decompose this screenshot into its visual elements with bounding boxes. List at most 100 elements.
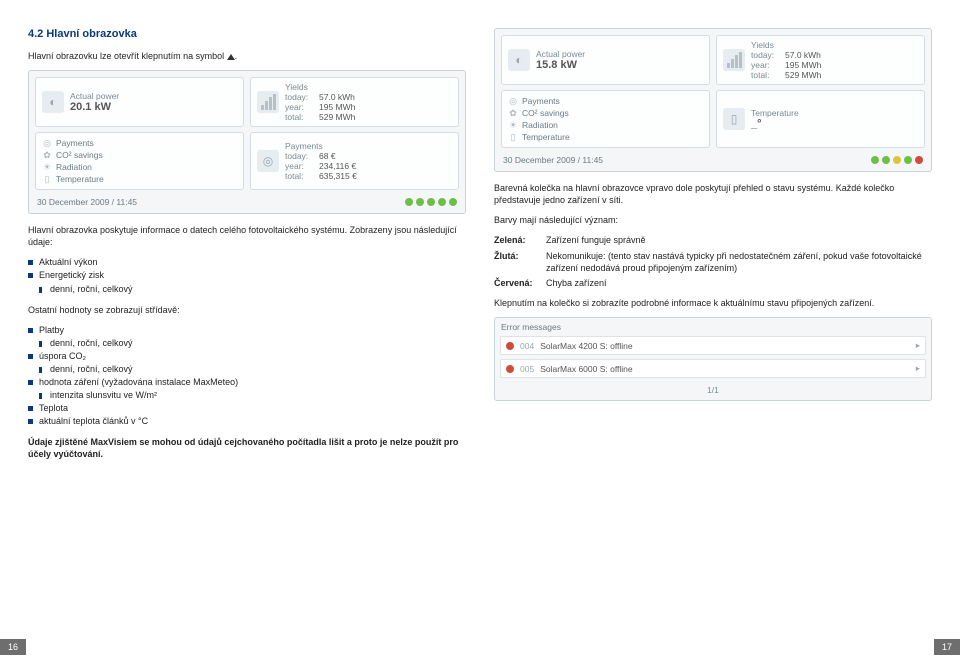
thermo-icon: ▯ bbox=[42, 174, 52, 184]
gauge-icon: ◐ bbox=[508, 49, 530, 71]
b3s: denní, roční, celkový bbox=[39, 337, 466, 350]
chevron-right-icon: ▸ bbox=[916, 340, 920, 351]
yields-today-k: today: bbox=[285, 92, 315, 102]
pay-total-k: total: bbox=[285, 171, 315, 181]
led-b5[interactable] bbox=[915, 156, 923, 164]
menu-temperature[interactable]: ▯Temperature bbox=[42, 173, 237, 185]
led-a1[interactable] bbox=[405, 198, 413, 206]
thermo-icon: ▯ bbox=[508, 132, 518, 142]
page-number-left: 16 bbox=[0, 639, 26, 655]
actual-power-value: 20.1 kW bbox=[70, 101, 119, 113]
b5: hodnota záření (vyžadována instalace Max… bbox=[28, 376, 466, 402]
pay-today-k: today: bbox=[285, 151, 315, 161]
home-icon bbox=[227, 54, 235, 60]
bold-note: Údaje zjištěné MaxVisiem se mohou od úda… bbox=[28, 436, 466, 460]
meaning-intro: Barvy mají následující význam: bbox=[494, 214, 932, 226]
err-led-2 bbox=[506, 365, 514, 373]
temperature-card: ▯ Temperature _° bbox=[716, 90, 925, 148]
menu-radiation[interactable]: ☀Radiation bbox=[42, 161, 237, 173]
led-b1[interactable] bbox=[871, 156, 879, 164]
yields-today-v: 57.0 kWh bbox=[319, 92, 355, 102]
error-item-2[interactable]: 005 SolarMax 6000 S: offline ▸ bbox=[500, 359, 926, 378]
leaf-icon: ✿ bbox=[508, 108, 518, 118]
intro-text-b: . bbox=[235, 51, 238, 61]
led-a3[interactable] bbox=[427, 198, 435, 206]
pay-year-v: 234,116 € bbox=[319, 161, 356, 171]
b4s: denní, roční, celkový bbox=[39, 363, 466, 376]
menu-co2[interactable]: ✿CO² savings bbox=[42, 149, 237, 161]
menu-radiation-b[interactable]: ☀Radiation bbox=[508, 119, 703, 131]
page-number-right: 17 bbox=[934, 639, 960, 655]
yields-label: Yields bbox=[285, 82, 355, 92]
err-txt-1: SolarMax 4200 S: offline bbox=[540, 341, 632, 351]
right-p2: Klepnutím na kolečko si zobrazíte podrob… bbox=[494, 297, 932, 309]
status-leds-b bbox=[871, 156, 923, 164]
led-b4[interactable] bbox=[904, 156, 912, 164]
green-val: Zařízení funguje správně bbox=[546, 234, 646, 246]
b7: aktuální teplota článků v °C bbox=[28, 415, 466, 428]
actual-power-card: ◐ Actual power 20.1 kW bbox=[35, 77, 244, 127]
menu-payments-b[interactable]: ◎Payments bbox=[508, 95, 703, 107]
pay-year-k: year: bbox=[285, 161, 315, 171]
right-column: ◐ Actual power 15.8 kW Yields today:57.0… bbox=[494, 28, 932, 460]
temp-value: _° bbox=[751, 118, 799, 130]
b1: Aktuální výkon bbox=[28, 256, 466, 269]
intro-line: Hlavní obrazovku lze otevřít klepnutím n… bbox=[28, 50, 466, 62]
leaf-icon: ✿ bbox=[42, 150, 52, 160]
error-title: Error messages bbox=[495, 318, 931, 336]
led-b3[interactable] bbox=[893, 156, 901, 164]
actual-power-card-b: ◐ Actual power 15.8 kW bbox=[501, 35, 710, 85]
green-key: Zelená: bbox=[494, 234, 540, 246]
coin-icon: ◎ bbox=[257, 150, 279, 172]
coin-icon: ◎ bbox=[508, 96, 518, 106]
bullet-list-2: Platby denní, roční, celkový úspora CO₂ … bbox=[28, 324, 466, 428]
payments-card: ◎ Payments today: 68 € year: 234,116 € tot… bbox=[250, 132, 459, 190]
payments-label: Payments bbox=[285, 141, 357, 151]
pay-today-v: 68 € bbox=[319, 151, 336, 161]
led-b2[interactable] bbox=[882, 156, 890, 164]
datetime-a: 30 December 2009 / 11:45 bbox=[37, 197, 137, 207]
pay-total-v: 635,315 € bbox=[319, 171, 357, 181]
b2: Energetický zisk denní, roční, celkový bbox=[28, 269, 466, 295]
coin-icon: ◎ bbox=[42, 138, 52, 148]
yields-year-v: 195 MWh bbox=[319, 102, 355, 112]
error-item-1[interactable]: 004 SolarMax 4200 S: offline ▸ bbox=[500, 336, 926, 355]
chevron-right-icon: ▸ bbox=[916, 363, 920, 374]
yields-year-k: year: bbox=[285, 102, 315, 112]
b5s: intenzita slunsvitu ve W/m² bbox=[39, 389, 466, 402]
b3: Platby denní, roční, celkový bbox=[28, 324, 466, 350]
red-val: Chyba zařízení bbox=[546, 277, 607, 289]
yields-label-b: Yields bbox=[751, 40, 821, 50]
menu-payments[interactable]: ◎Payments bbox=[42, 137, 237, 149]
menu-co2-b[interactable]: ✿CO² savings bbox=[508, 107, 703, 119]
yields-total-k: total: bbox=[285, 112, 315, 122]
screenshot-main-b: ◐ Actual power 15.8 kW Yields today:57.0… bbox=[494, 28, 932, 172]
sun-icon: ☀ bbox=[508, 120, 518, 130]
gauge-icon: ◐ bbox=[42, 91, 64, 113]
err-no-2: 005 bbox=[520, 364, 534, 374]
yellow-val: Nekomunikuje: (tento stav nastává typick… bbox=[546, 250, 932, 274]
thermo-icon: ▯ bbox=[723, 108, 745, 130]
color-meanings: Zelená: Zařízení funguje správně Žlutá:Ne… bbox=[494, 234, 932, 289]
b4: úspora CO₂ denní, roční, celkový bbox=[28, 350, 466, 376]
yields-card: Yields today: 57.0 kWh year: 195 MWh total… bbox=[250, 77, 459, 127]
led-a5[interactable] bbox=[449, 198, 457, 206]
led-a2[interactable] bbox=[416, 198, 424, 206]
right-p1: Barevná kolečka na hlavní obrazovce vpra… bbox=[494, 182, 932, 206]
led-a4[interactable] bbox=[438, 198, 446, 206]
err-no-1: 004 bbox=[520, 341, 534, 351]
bars-icon bbox=[257, 91, 279, 113]
sun-icon: ☀ bbox=[42, 162, 52, 172]
left-mid: Ostatní hodnoty se zobrazují střídavě: bbox=[28, 304, 466, 316]
bullet-list-1: Aktuální výkon Energetický zisk denní, r… bbox=[28, 256, 466, 295]
temp-label: Temperature bbox=[751, 108, 799, 118]
actual-power-label: Actual power bbox=[70, 91, 119, 101]
menu-temperature-b[interactable]: ▯Temperature bbox=[508, 131, 703, 143]
red-key: Červená: bbox=[494, 277, 540, 289]
yields-total-v: 529 MWh bbox=[319, 112, 355, 122]
err-led-1 bbox=[506, 342, 514, 350]
err-txt-2: SolarMax 6000 S: offline bbox=[540, 364, 632, 374]
section-title: 4.2 Hlavní obrazovka bbox=[28, 28, 466, 40]
menu-card-b: ◎Payments ✿CO² savings ☀Radiation ▯Tempe… bbox=[501, 90, 710, 148]
yellow-key: Žlutá: bbox=[494, 250, 540, 274]
